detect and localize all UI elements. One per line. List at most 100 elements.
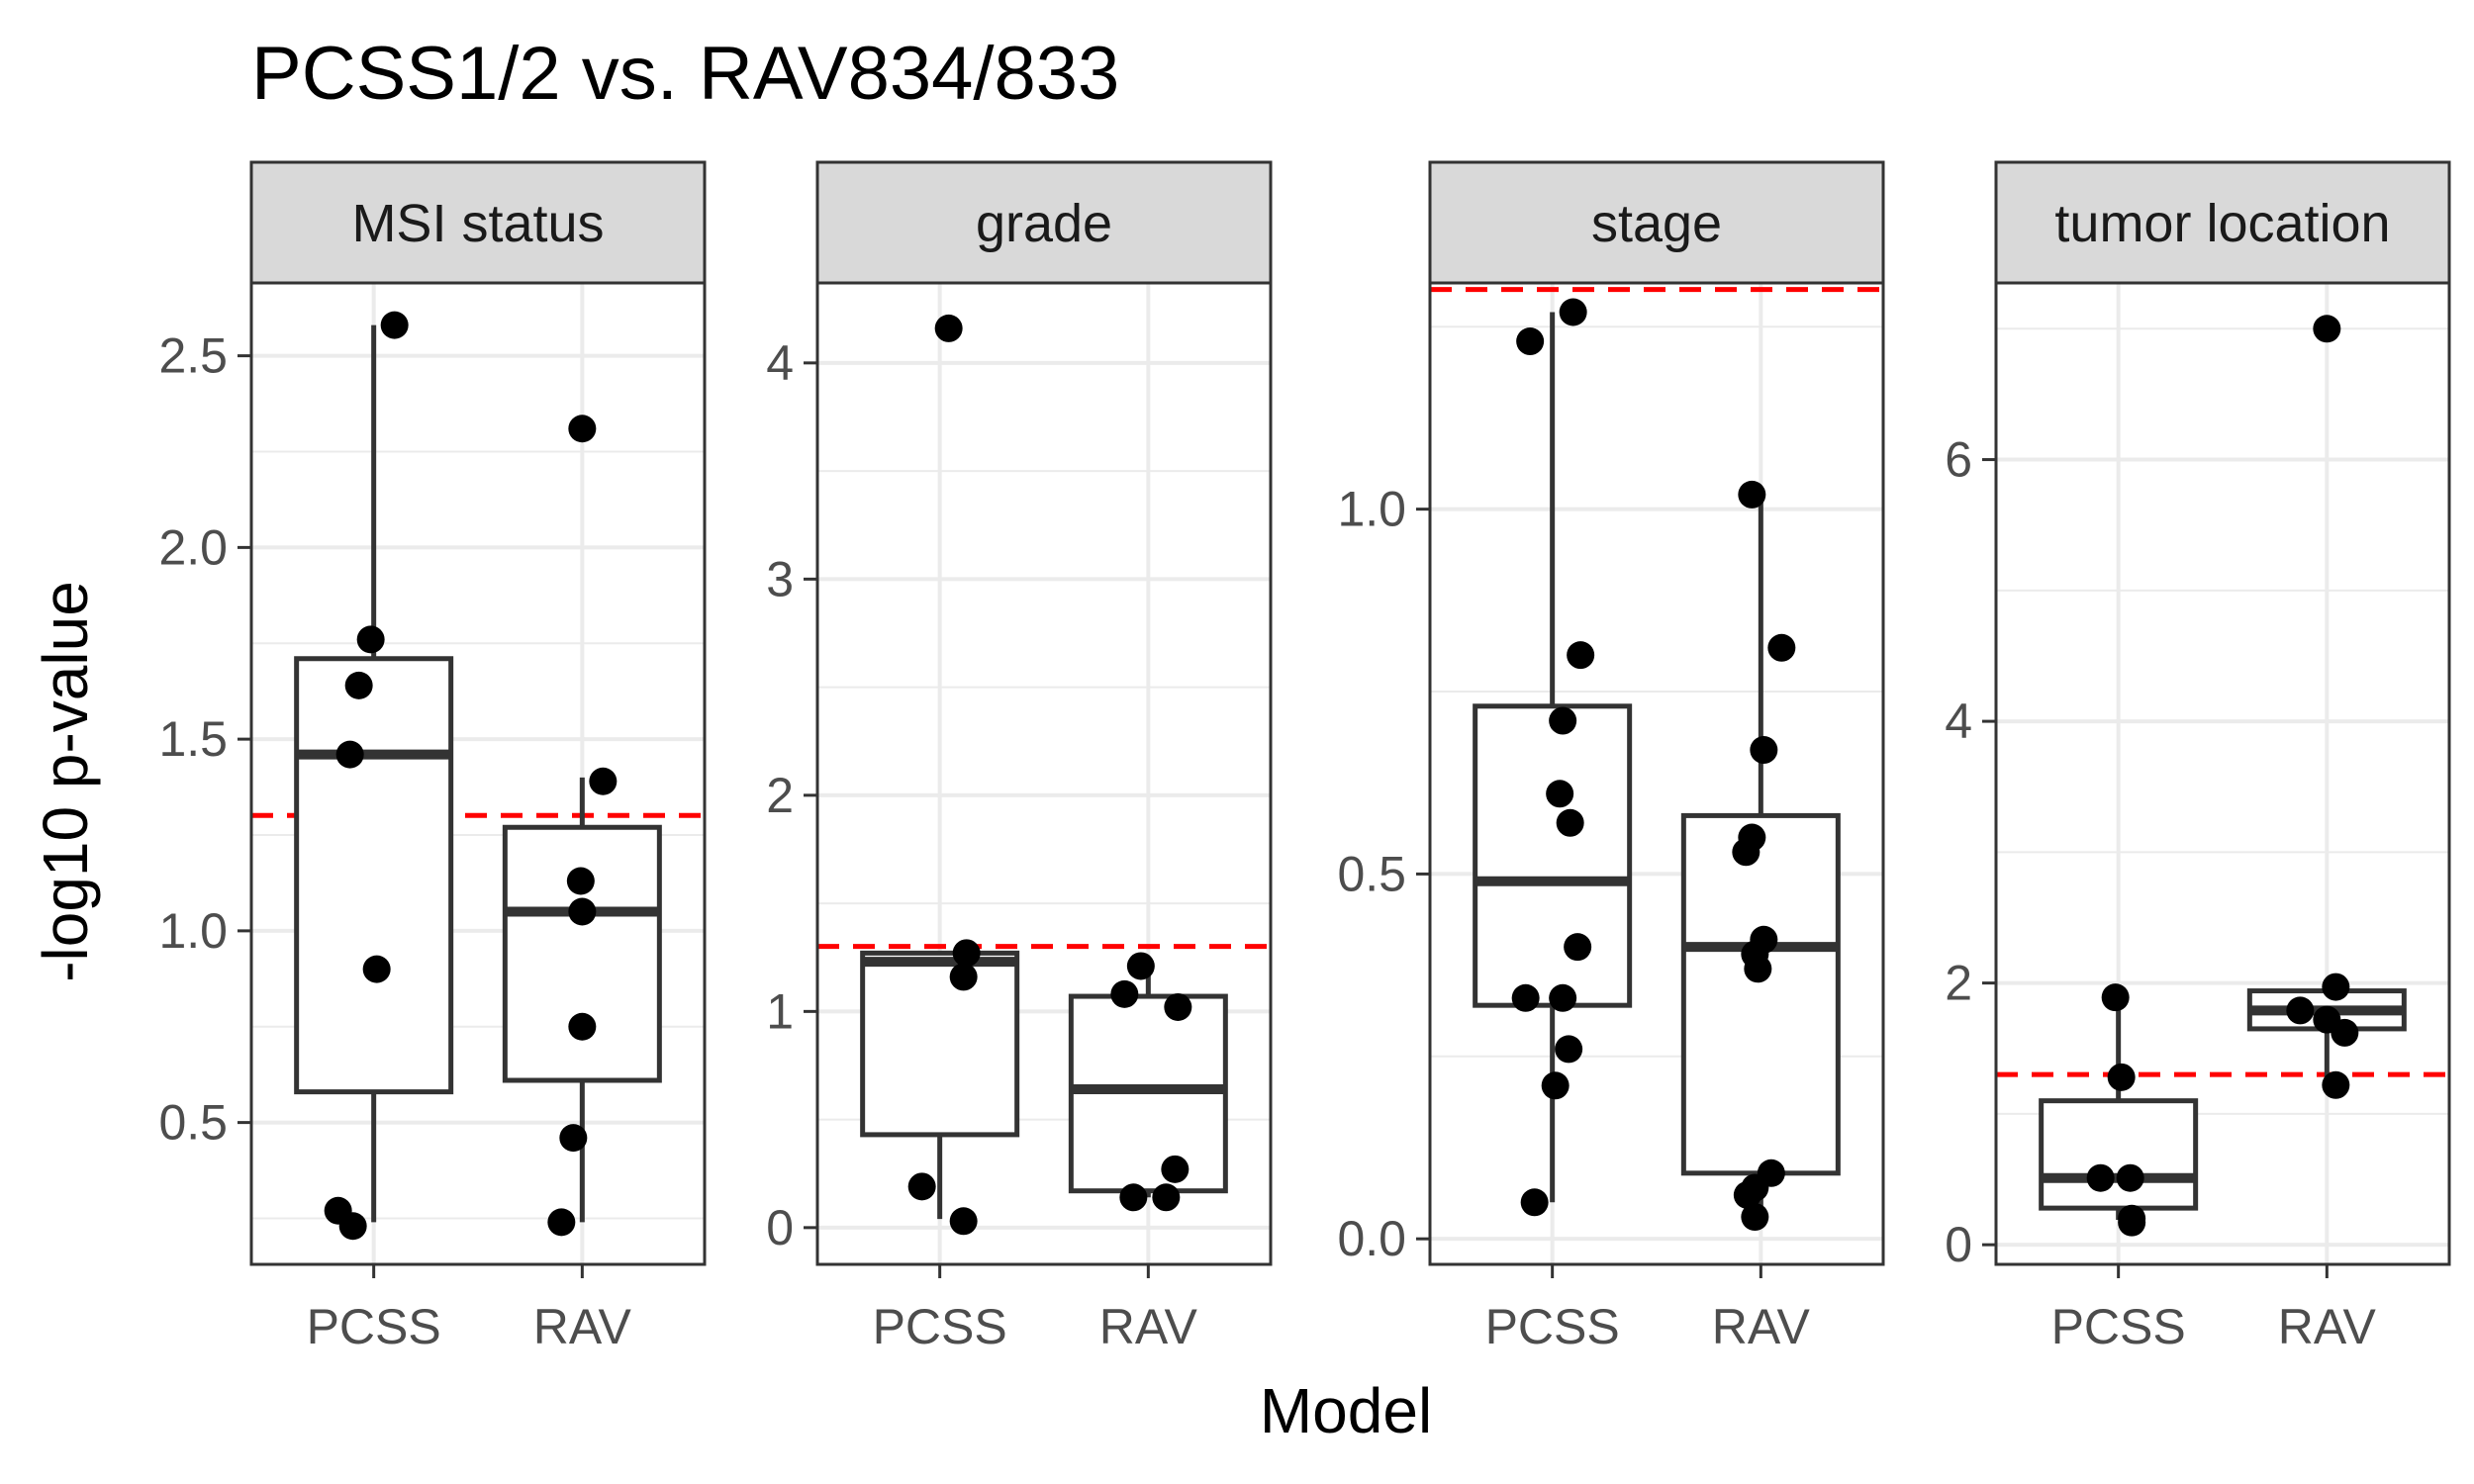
data-point [1732,838,1760,867]
data-point [380,311,409,339]
x-tick-label: RAV [2278,1299,2377,1354]
data-point [2286,996,2315,1025]
data-point [2313,315,2341,343]
panel-border [815,281,1273,1266]
y-tick-label: 1.5 [158,711,228,767]
y-tick-label: 0 [766,1200,794,1255]
data-point [1161,1155,1189,1183]
data-point [566,867,595,895]
data-point [1119,1183,1148,1212]
panel-msi-status: MSI status 0.5 1.0 1.5 2.0 2.5 PCSS RAV [158,160,707,1354]
y-tick-label: 6 [1945,432,1972,488]
data-point [1511,983,1540,1012]
x-tick-label: PCSS [2051,1299,2186,1354]
data-point [1110,979,1139,1008]
data-point [2331,1018,2359,1047]
data-point [568,415,597,443]
y-tick-label: 3 [766,551,794,606]
y-tick-label: 1.0 [158,903,228,959]
panel-border [249,281,707,1266]
y-axis-title: -log10 p-value [30,581,101,982]
data-point [2118,1208,2146,1237]
data-point [356,625,385,654]
strip-label: grade [976,194,1112,253]
strip-label: tumor location [2054,194,2390,253]
y-tick-label: 0.0 [1337,1211,1406,1266]
y-tick-label: 2 [766,768,794,823]
data-point [1555,1035,1583,1064]
data-point [1744,955,1772,983]
data-point [1152,1183,1181,1212]
interquartile-box [2039,1098,2199,1211]
strip-header [815,160,1273,285]
data-point [1556,808,1584,837]
strip-label: stage [1591,194,1722,253]
chart-title: PCSS1/2 vs. RAV834/833 [251,32,1119,116]
box-pcss [2039,997,2199,1221]
data-point [1546,780,1574,808]
data-point [589,767,618,795]
data-point [2107,1063,2136,1091]
strip-header [1428,160,1885,285]
data-point [1541,1071,1570,1100]
strip-header [249,160,707,285]
data-point [568,897,597,926]
x-tick-label: RAV [533,1299,632,1354]
box-rav [502,777,662,1223]
data-point [2322,973,2350,1001]
box-rav [1068,968,1228,1198]
data-point [1567,641,1595,670]
x-tick-label: PCSS [873,1299,1007,1354]
data-point [1738,480,1766,509]
data-point [1564,933,1592,962]
panel-border [1994,281,2451,1266]
data-point [1741,1203,1769,1232]
data-point [952,939,981,968]
data-point [934,314,963,342]
data-point [1767,633,1796,662]
data-point [1559,298,1587,326]
strip-label: MSI status [351,194,604,253]
x-tick-label: RAV [1099,1299,1198,1354]
box-pcss [860,950,1020,1220]
y-tick-label: 4 [1945,694,1972,749]
data-point [2322,1070,2350,1099]
box-rav [2246,986,2407,1085]
interquartile-box [1473,703,1633,1008]
x-tick-label: PCSS [1485,1299,1620,1354]
panel-stage: stage 0.0 0.5 1.0 PCSS RAV [1337,160,1885,1354]
y-tick-label: 1 [766,983,794,1039]
panel-tumor-location: tumor location 0 2 4 6 PCSS RAV [1945,160,2451,1354]
data-point [1733,1180,1761,1209]
data-point [1549,983,1577,1012]
data-point [338,1212,367,1241]
y-tick-label: 2 [1945,956,1972,1011]
x-tick-label: RAV [1712,1299,1811,1354]
panel-grade: grade 0 1 2 3 4 PCSS RAV [766,160,1273,1354]
data-point [2101,983,2130,1012]
interquartile-box [294,656,454,1095]
data-point [1520,1188,1549,1217]
data-point [362,955,391,983]
data-point [568,1012,597,1041]
data-point [344,671,373,699]
y-tick-label: 2.5 [158,328,228,384]
x-tick-label: PCSS [307,1299,441,1354]
interquartile-box [502,824,662,1083]
facet-panels: MSI status 0.5 1.0 1.5 2.0 2.5 PCSS RAV grade 0 1 2… [158,160,2451,1354]
data-point [335,740,364,769]
data-point [559,1124,588,1153]
y-tick-label: 0 [1945,1217,1972,1272]
box-rav [1680,494,1841,1218]
y-tick-label: 0.5 [158,1095,228,1151]
box-pcss [1473,312,1633,1203]
data-point [1750,736,1778,765]
data-point [949,1207,978,1236]
data-point [1549,706,1577,735]
y-tick-label: 4 [766,335,794,391]
panel-border [1428,281,1885,1266]
y-tick-label: 0.5 [1337,846,1406,901]
data-point [547,1208,576,1237]
interquartile-box [860,950,1020,1138]
